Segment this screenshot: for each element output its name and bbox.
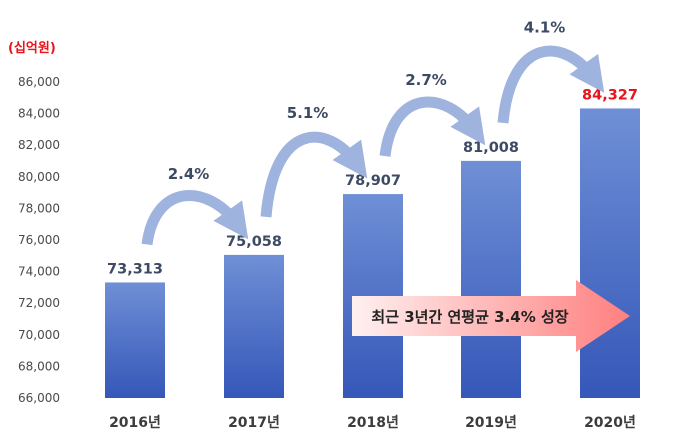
y-tick-label: 70,000 [18, 328, 60, 342]
cagr-banner: 최근 3년간 연평균 3.4% 성장 [352, 280, 630, 352]
y-axis: 66,000 68,000 70,000 72,000 74,000 76,000 78,0… [18, 75, 60, 405]
growth-arcs: 2.4% 5.1% 2.7% 4.1% [141, 18, 605, 246]
bar-1 [224, 254, 284, 398]
y-tick-label: 78,000 [18, 201, 60, 215]
bar-4 [580, 108, 640, 398]
y-tick-label: 76,000 [18, 233, 60, 247]
y-tick-label: 86,000 [18, 75, 60, 89]
y-tick-label: 72,000 [18, 296, 60, 310]
cagr-text: 최근 3년간 연평균 3.4% 성장 [371, 308, 568, 326]
growth-label: 2.7% [405, 71, 447, 89]
growth-arc [379, 96, 486, 157]
y-tick-label: 74,000 [18, 265, 60, 279]
growth-arc [497, 45, 605, 124]
x-tick-label: 2017년 [228, 415, 280, 431]
x-tick-label: 2019년 [465, 415, 517, 431]
growth-label: 2.4% [168, 165, 210, 183]
cagr-arrow-shape [352, 280, 630, 352]
growth-arc [260, 131, 368, 218]
x-tick-label: 2020년 [584, 415, 636, 431]
y-tick-label: 82,000 [18, 138, 60, 152]
growth-arc [141, 190, 249, 246]
unit-label: (십억원) [8, 40, 56, 56]
x-axis: 2016년 2017년 2018년 2019년 2020년 [109, 415, 636, 431]
value-label: 73,313 [107, 261, 163, 277]
x-tick-label: 2016년 [109, 415, 161, 431]
y-tick-label: 68,000 [18, 359, 60, 373]
bar-3 [461, 160, 521, 398]
value-label: 81,008 [463, 140, 519, 156]
bar-0 [105, 282, 165, 398]
y-tick-label: 66,000 [18, 391, 60, 405]
x-tick-label: 2018년 [347, 415, 399, 431]
growth-label: 4.1% [524, 18, 566, 36]
y-tick-label: 80,000 [18, 170, 60, 184]
growth-label: 5.1% [287, 104, 329, 122]
value-label: 75,058 [226, 234, 282, 250]
value-label: 78,907 [345, 173, 401, 189]
bars: 73,313 75,058 78,907 81,008 84,327 [105, 87, 640, 398]
y-tick-label: 84,000 [18, 107, 60, 121]
value-label: 84,327 [582, 87, 638, 103]
